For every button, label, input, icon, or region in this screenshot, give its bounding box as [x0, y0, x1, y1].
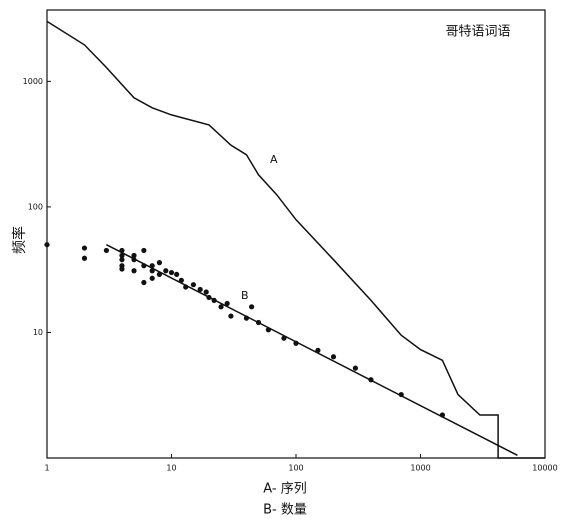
y-axis-label: 频率 [11, 226, 28, 254]
data-point [203, 289, 209, 295]
x-tick-label: 10000 [532, 464, 557, 473]
x-tick-label: 10 [166, 464, 176, 473]
data-point [228, 313, 234, 319]
data-point [119, 266, 125, 272]
data-line [106, 244, 518, 456]
x-axis-label: A- 序列 [263, 482, 306, 497]
data-point [174, 271, 180, 277]
data-point [119, 252, 125, 259]
data-point [149, 275, 155, 281]
y-tick-label: 1000 [23, 77, 43, 86]
data-point [141, 247, 147, 254]
data-point [103, 247, 110, 254]
data-point [218, 304, 224, 310]
y-tick-label: 100 [28, 202, 43, 211]
data-point [330, 354, 337, 360]
plot-frame [46, 9, 546, 459]
data-point [224, 300, 230, 307]
data-point [168, 269, 175, 276]
data-point [156, 260, 163, 266]
data-point [44, 242, 50, 248]
series-label: B [241, 289, 249, 302]
data-point [119, 257, 125, 263]
data-line [46, 20, 545, 459]
x-tick-label: 1 [44, 464, 49, 473]
data-point [352, 365, 359, 371]
x-tick-label: 100 [288, 464, 303, 473]
x-tick-label: 1000 [410, 464, 430, 473]
data-point [197, 286, 203, 293]
series-label: A [270, 153, 278, 166]
x-axis-label: B- 数量 [263, 503, 307, 518]
data-point [163, 268, 169, 274]
chart-annotation: 哥特语词语 [445, 25, 510, 40]
data-point [131, 252, 137, 259]
data-point [190, 282, 197, 288]
data-point [131, 268, 137, 274]
data-point [249, 304, 255, 310]
data-point [81, 245, 88, 251]
data-point [81, 255, 88, 261]
data-point [141, 279, 147, 286]
y-tick-label: 10 [33, 328, 43, 337]
